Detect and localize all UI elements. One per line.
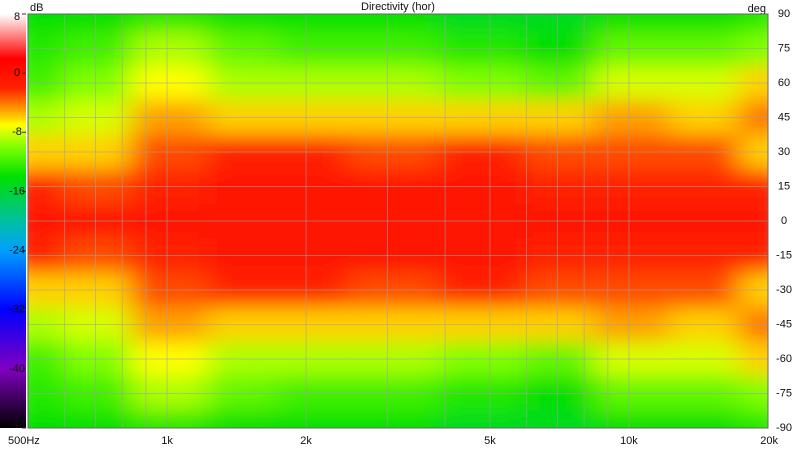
x-tick-label: 10k [620, 435, 638, 447]
heatmap-cell [739, 410, 768, 428]
y-tick-label: -15 [776, 249, 792, 261]
heatmap-cell [593, 410, 671, 428]
heatmap-cell [277, 410, 348, 428]
x-tick-label: 20k [760, 435, 778, 447]
heatmap-cell [438, 410, 525, 428]
colorbar-tick-label: 0 [14, 67, 20, 79]
y-tick-label: 45 [778, 111, 790, 123]
heatmap-cell [277, 14, 348, 32]
chart-title: Directivity (hor) [361, 1, 435, 13]
heatmap-cell [61, 14, 132, 32]
y-tick-label: -90 [776, 422, 792, 434]
heatmap-cell [346, 14, 440, 32]
colorbar-tick-label: -32 [9, 304, 25, 316]
heatmap-cell [523, 410, 594, 428]
y-tick-label: 15 [778, 180, 790, 192]
heatmap-cell [669, 14, 740, 32]
y-axis-label: deg [748, 3, 766, 15]
y-tick-label: 60 [778, 77, 790, 89]
heatmap-cell [739, 14, 768, 32]
heatmap-cell [346, 410, 440, 428]
heatmap-cell [669, 410, 740, 428]
colorbar-tick-label: -24 [9, 244, 25, 256]
heatmap-cell [61, 410, 132, 428]
colorbar-tick-label: -8 [12, 126, 22, 138]
heatmap-cell [131, 410, 209, 428]
heatmap-cell [207, 410, 278, 428]
y-tick-label: -30 [776, 284, 792, 296]
colorbar-tick-label: -40 [9, 363, 25, 375]
y-tick-label: -60 [776, 353, 792, 365]
heatmap-cell [28, 14, 63, 32]
x-tick-label: 5k [484, 435, 496, 447]
colorbar-tick-label: -48 [9, 419, 25, 431]
colorbar-tick-label: -16 [9, 185, 25, 197]
y-tick-label: 0 [781, 215, 787, 227]
colorbar-tick-label: 8 [14, 11, 20, 23]
axes: 8 0 -8 -16 -24 -32 -40 -48 500Hz 1k 2k 5k 10k 20k 90 75… [0, 8, 792, 447]
heatmap-cell [593, 14, 671, 32]
heatmap-cell [131, 14, 209, 32]
y-tick-label: -45 [776, 318, 792, 330]
colorbar-label: dB [30, 2, 43, 14]
x-tick-label: 2k [300, 435, 312, 447]
heatmap-cell [28, 410, 63, 428]
x-tick-label: 1k [161, 435, 173, 447]
heatmap-cell [438, 14, 525, 32]
colorbar [0, 14, 26, 428]
x-tick-label: 500Hz [8, 435, 40, 447]
heatmap-cell [207, 14, 278, 32]
y-tick-label: 30 [778, 146, 790, 158]
y-tick-label: 90 [778, 8, 790, 20]
heatmap-cells [28, 14, 768, 428]
y-tick-label: -75 [776, 387, 792, 399]
heatmap-cell [523, 14, 594, 32]
y-tick-label: 75 [778, 42, 790, 54]
plot-frame [27, 13, 769, 429]
heatmap [28, 14, 768, 428]
